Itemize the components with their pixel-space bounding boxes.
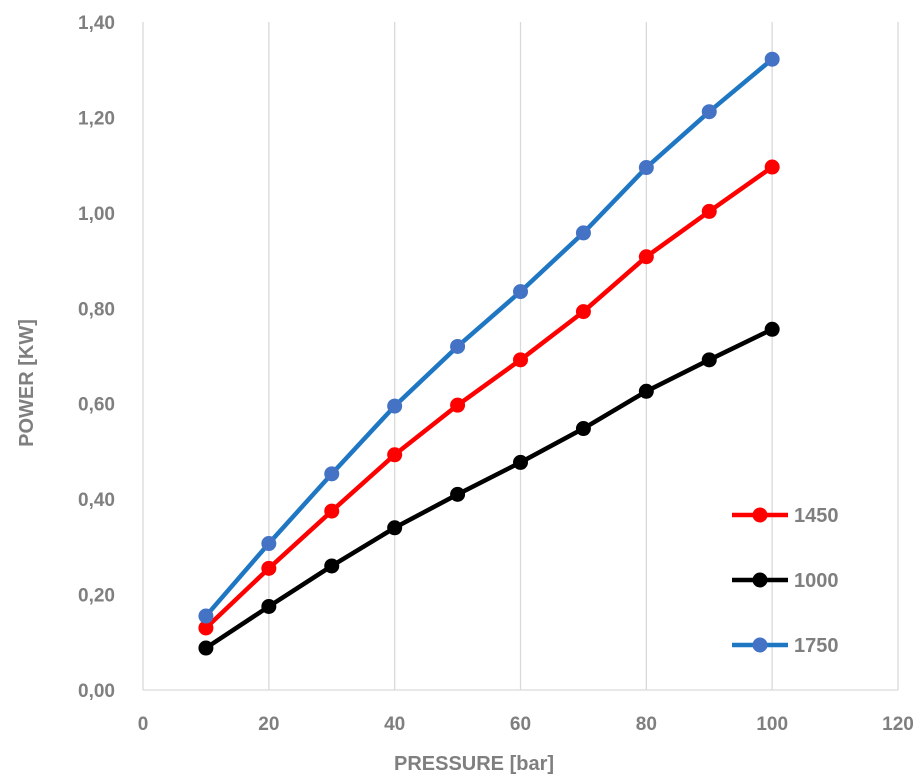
series-1750 <box>198 51 780 624</box>
x-tick-label: 100 <box>756 714 788 735</box>
data-point <box>701 104 717 120</box>
data-point <box>575 421 591 437</box>
axis-layer: 0,00 0,20 0,40 0,60 0,80 1,00 1,20 1,40 0 20 40 60 8… <box>78 13 914 735</box>
data-point <box>575 304 591 320</box>
data-point <box>324 558 340 574</box>
legend-marker <box>752 572 768 588</box>
series-line <box>203 56 775 619</box>
y-tick-label: 1,00 <box>78 204 115 225</box>
data-point <box>764 159 780 175</box>
data-point <box>513 352 528 368</box>
y-tick-label: 0,80 <box>78 299 115 320</box>
legend-entry-1000: 1000 <box>732 570 839 592</box>
x-tick-label: 80 <box>636 714 657 735</box>
y-tick-label: 0,40 <box>78 490 115 511</box>
data-point <box>387 398 403 414</box>
data-point <box>701 352 717 368</box>
data-point <box>638 160 654 176</box>
legend-marker <box>752 507 768 523</box>
data-point <box>261 536 277 552</box>
data-point <box>575 225 591 241</box>
data-point <box>638 383 654 399</box>
data-point <box>450 338 466 354</box>
data-point <box>198 620 214 636</box>
x-axis-title: PRESSURE [bar] <box>394 753 554 775</box>
x-tick-label: 120 <box>882 714 914 735</box>
legend-entry-1450: 1450 <box>732 505 839 527</box>
data-point <box>261 560 277 576</box>
data-point <box>198 608 214 624</box>
y-tick-label: 1,40 <box>78 13 115 34</box>
series-1450 <box>198 159 780 636</box>
data-point <box>450 486 466 502</box>
data-point <box>513 454 528 470</box>
y-axis-title: POWER [KW] <box>16 319 38 447</box>
x-tick-label: 0 <box>138 714 149 735</box>
data-point <box>764 51 780 67</box>
data-point <box>450 397 466 413</box>
series-line <box>203 164 775 631</box>
y-tick-label: 0,20 <box>78 586 115 607</box>
data-point <box>513 284 528 300</box>
y-tick-label: 0,60 <box>78 395 115 416</box>
series-line <box>203 327 775 651</box>
data-point <box>387 447 403 463</box>
legend-entry-1750: 1750 <box>732 635 839 657</box>
data-point <box>701 203 717 219</box>
series-1000 <box>198 321 780 656</box>
legend: 1450 1000 1750 <box>732 505 839 657</box>
data-point <box>324 503 340 519</box>
legend-label: 1000 <box>794 570 839 592</box>
y-tick-label: 0,00 <box>78 681 115 702</box>
y-tick-label: 1,20 <box>78 108 115 129</box>
data-point <box>198 640 214 656</box>
data-point <box>261 599 277 614</box>
legend-label: 1750 <box>794 635 839 657</box>
data-point <box>387 520 403 536</box>
x-tick-label: 40 <box>384 714 405 735</box>
data-point <box>638 249 654 265</box>
legend-label: 1450 <box>794 505 839 527</box>
x-tick-label: 60 <box>510 714 531 735</box>
x-tick-label: 20 <box>258 714 279 735</box>
series-layer <box>198 51 780 656</box>
data-point <box>764 321 780 337</box>
data-point <box>324 466 340 482</box>
legend-marker <box>752 637 768 653</box>
